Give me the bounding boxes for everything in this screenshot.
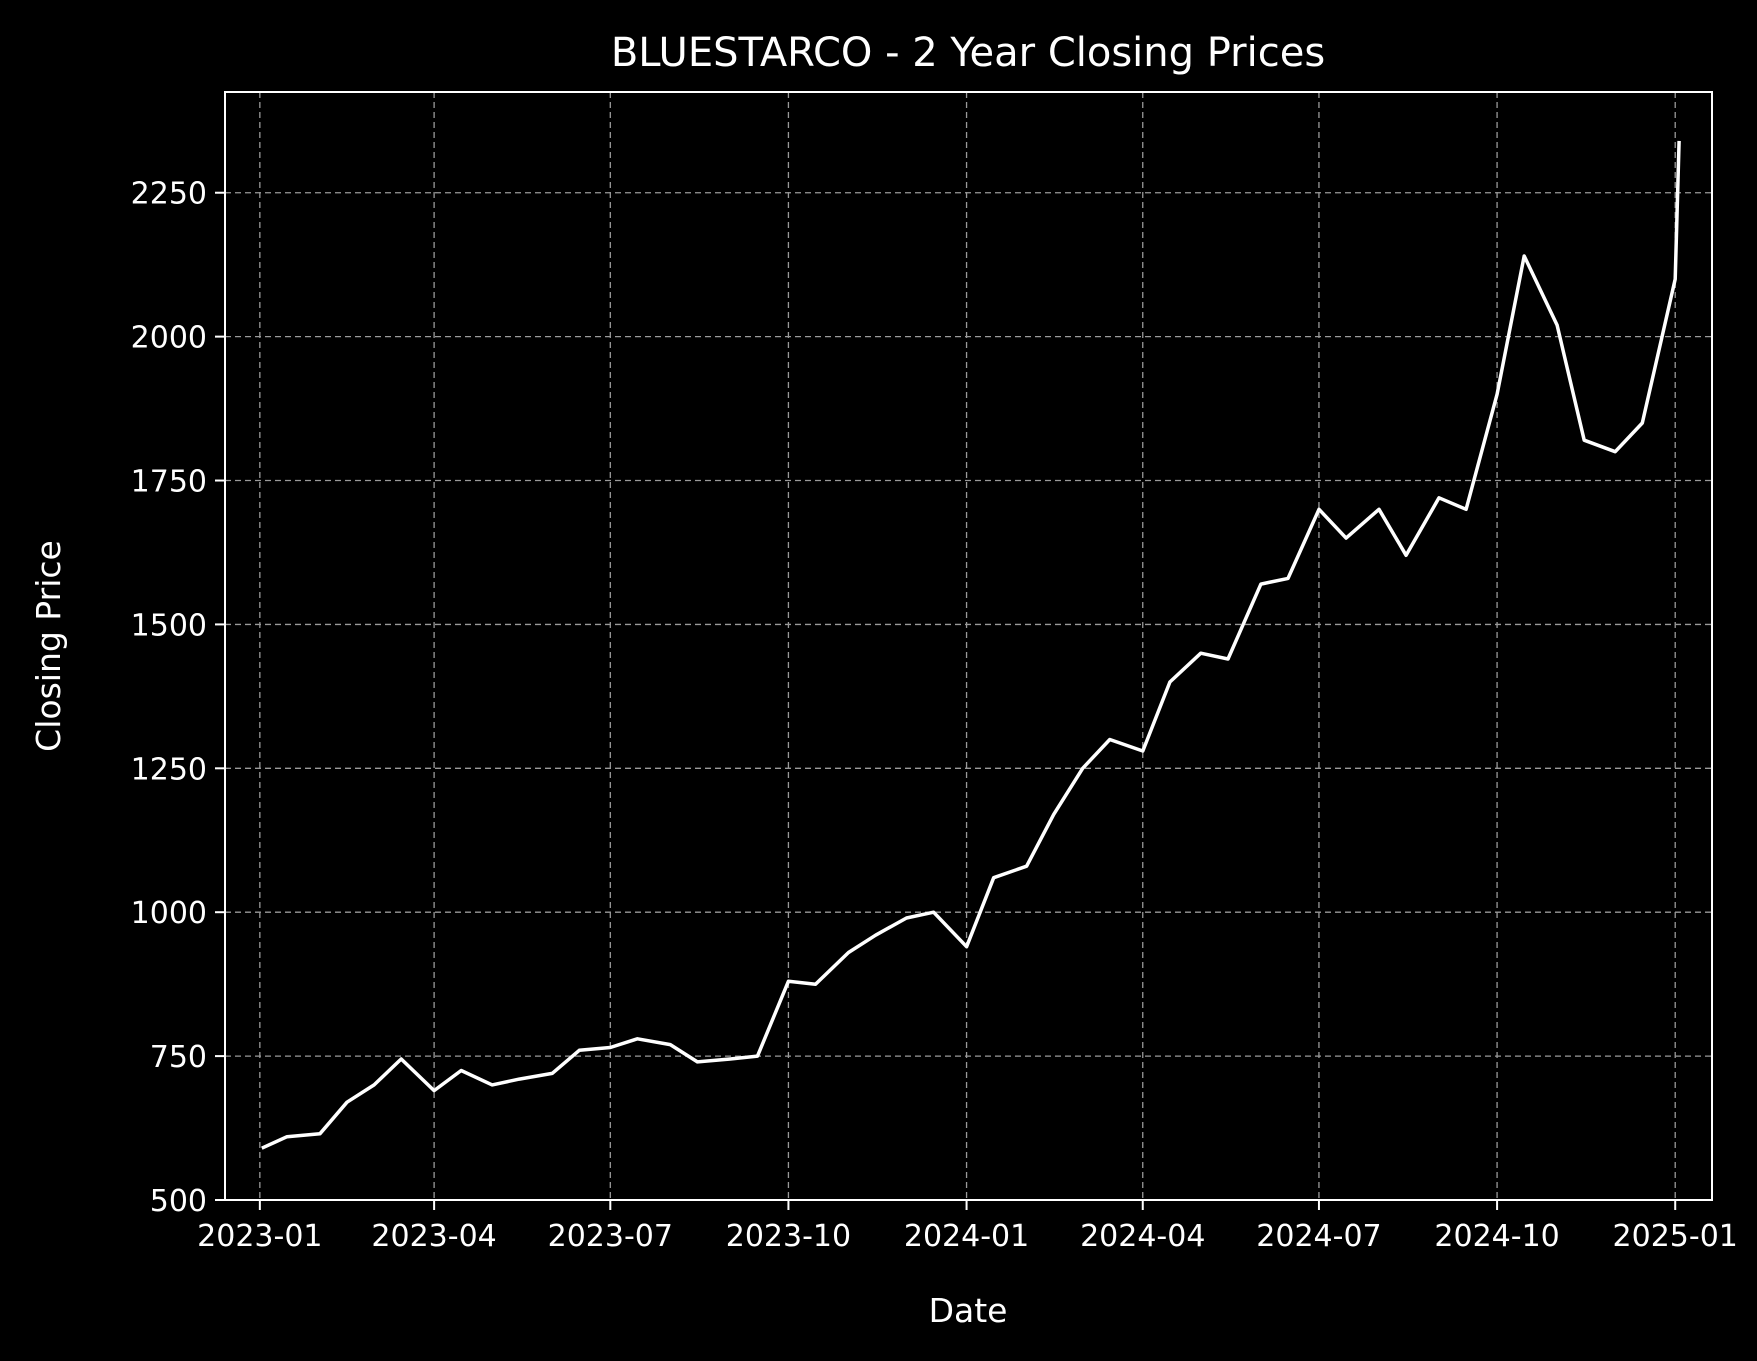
x-tick-label: 2024-04 [1080,1219,1205,1254]
y-tick-label: 1500 [131,608,207,643]
x-tick-label: 2023-01 [197,1219,322,1254]
y-tick-label: 2250 [131,177,207,212]
y-tick-label: 1250 [131,752,207,787]
y-tick-label: 750 [150,1040,207,1075]
x-tick-label: 2023-04 [371,1219,496,1254]
x-tick-label: 2024-10 [1434,1219,1559,1254]
plot-frame [224,91,1713,1201]
x-tick-label: 2024-07 [1256,1219,1381,1254]
x-axis: 2023-01 2023-04 2023-07 2023-10 2024-01 2024-… [197,1200,1738,1254]
x-axis-label: Date [929,1291,1008,1330]
y-tick-label: 1000 [131,896,207,931]
x-tick-label: 2025-01 [1613,1219,1738,1254]
y-tick-label: 2000 [131,321,207,356]
x-tick-label: 2023-07 [548,1219,673,1254]
chart-title: BLUESTARCO - 2 Year Closing Prices [611,30,1325,76]
y-tick-label: 500 [150,1184,207,1219]
series-layer [261,140,1681,1150]
y-axis: 500 750 1000 1250 1500 1750 2000 2250 [131,177,225,1219]
price-series-line [261,140,1681,1150]
x-tick-label: 2023-10 [726,1219,851,1254]
x-tick-label: 2024-01 [904,1219,1029,1254]
y-tick-label: 1750 [131,465,207,500]
y-axis-label: Closing Price [29,540,68,752]
